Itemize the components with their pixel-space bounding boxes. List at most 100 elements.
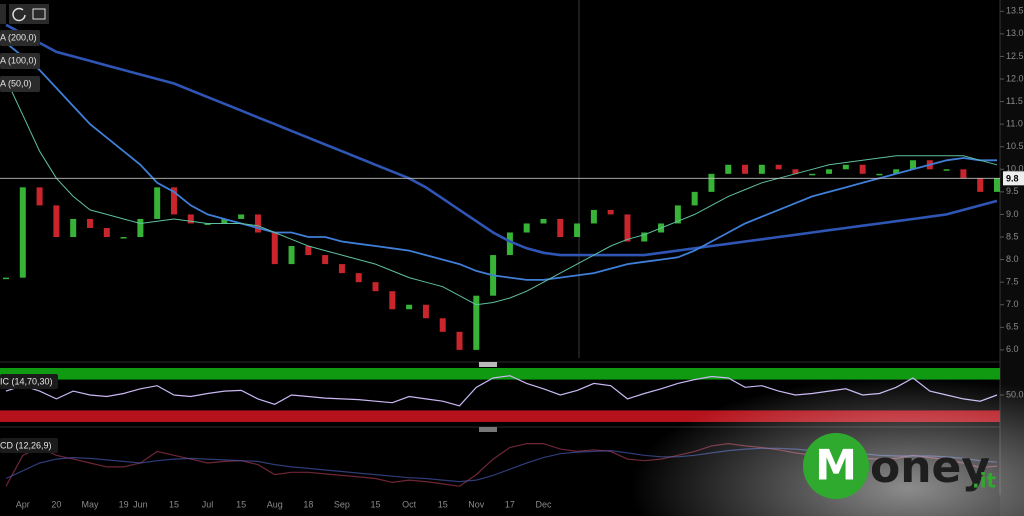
lower-band [0, 410, 1000, 422]
resize-handle[interactable] [479, 362, 497, 367]
candle [120, 237, 127, 239]
x-tick-label: 17 [505, 499, 515, 509]
y-tick-label: 12.0 [1006, 73, 1024, 83]
candle [725, 164, 732, 174]
candle [674, 205, 681, 224]
candle [19, 187, 26, 278]
candle [994, 178, 1000, 192]
legend-label: A (200,0) [0, 32, 37, 42]
candle [3, 277, 9, 280]
candle [322, 255, 329, 265]
candle [238, 214, 245, 219]
panel-title-box [0, 374, 58, 389]
x-tick-label: Nov [468, 499, 485, 509]
calendar-button[interactable] [29, 4, 49, 24]
y-tick-label: 10.0 [1006, 164, 1024, 174]
candle [691, 191, 698, 206]
candle [506, 232, 513, 256]
candle [826, 169, 833, 174]
candle [456, 331, 463, 350]
toolbar [0, 4, 49, 24]
legend-label: A (100,0) [0, 55, 37, 65]
candle [86, 218, 93, 228]
candle [540, 218, 547, 224]
legend-label: A (50,0) [0, 78, 32, 88]
x-tick-label: 20 [51, 499, 61, 509]
calendar-icon [32, 8, 46, 20]
candle [809, 173, 816, 176]
legend-box [0, 30, 40, 46]
legend-box [0, 53, 40, 69]
candle [590, 209, 597, 224]
candle [271, 232, 278, 265]
panel-title: IC (14,70,30) [0, 376, 53, 386]
resize-handle[interactable] [479, 427, 497, 432]
y-tick-label: 8.0 [1006, 254, 1019, 264]
candle [439, 318, 446, 332]
candle [288, 246, 295, 265]
x-tick-label: Oct [402, 499, 417, 509]
candle [742, 164, 749, 174]
y-tick-label: 12.5 [1006, 51, 1024, 61]
candle [876, 173, 883, 176]
x-tick-label: 15 [169, 499, 179, 509]
series-line [5, 23, 998, 257]
y-tick-label: 10.5 [1006, 141, 1024, 151]
x-tick-label: 15 [371, 499, 381, 509]
toolbar-button[interactable] [0, 4, 6, 24]
logo-text: oney [870, 442, 990, 493]
candle [103, 227, 110, 238]
x-tick-label: May [81, 499, 99, 509]
x-tick-label: 19 [119, 499, 129, 509]
y-tick-label: 13.0 [1006, 28, 1024, 38]
candle [523, 223, 530, 233]
candle [372, 282, 379, 292]
candle [708, 173, 715, 192]
candle [254, 214, 261, 233]
candle [137, 218, 144, 238]
candle [389, 291, 396, 310]
x-tick-label: 15 [236, 499, 246, 509]
x-tick-label: Jun [133, 499, 148, 509]
candle [960, 169, 967, 179]
y-tick-label: 9.5 [1006, 186, 1019, 196]
candle [154, 187, 161, 219]
candle [893, 169, 900, 174]
candle [859, 164, 866, 174]
candle [943, 169, 950, 171]
candle [557, 218, 564, 238]
logo-suffix: .it [972, 469, 996, 493]
candle [842, 164, 849, 170]
y-tick-label: 8.5 [1006, 231, 1019, 241]
current-price-label: 9.8 [1006, 174, 1019, 184]
candle [792, 169, 799, 174]
y-tick-label: 7.5 [1006, 277, 1019, 287]
candle [641, 232, 648, 242]
candle [70, 218, 77, 238]
x-tick-label: Jul [202, 499, 214, 509]
series-line [5, 78, 998, 306]
y-tick-label: 11.0 [1006, 119, 1023, 129]
y-tick-label: 9.0 [1006, 209, 1019, 219]
logo-circle [803, 433, 869, 499]
candle [422, 304, 429, 319]
x-tick-label: Sep [334, 499, 350, 509]
series-line [5, 42, 997, 281]
panel-title: CD (12,26,9) [0, 440, 52, 450]
candle [53, 205, 60, 238]
x-tick-label: Aug [267, 499, 283, 509]
x-tick-label: Apr [16, 499, 30, 509]
candle [775, 164, 782, 170]
candle [624, 214, 631, 242]
x-tick-label: 15 [438, 499, 448, 509]
candle [910, 160, 917, 170]
x-tick-label: 18 [303, 499, 313, 509]
y-tick-label: 11.5 [1006, 96, 1023, 106]
candle [338, 264, 345, 274]
panel-title-box [0, 438, 58, 453]
current-price-box [1003, 171, 1024, 186]
y-tick-label: 6.5 [1006, 322, 1019, 332]
